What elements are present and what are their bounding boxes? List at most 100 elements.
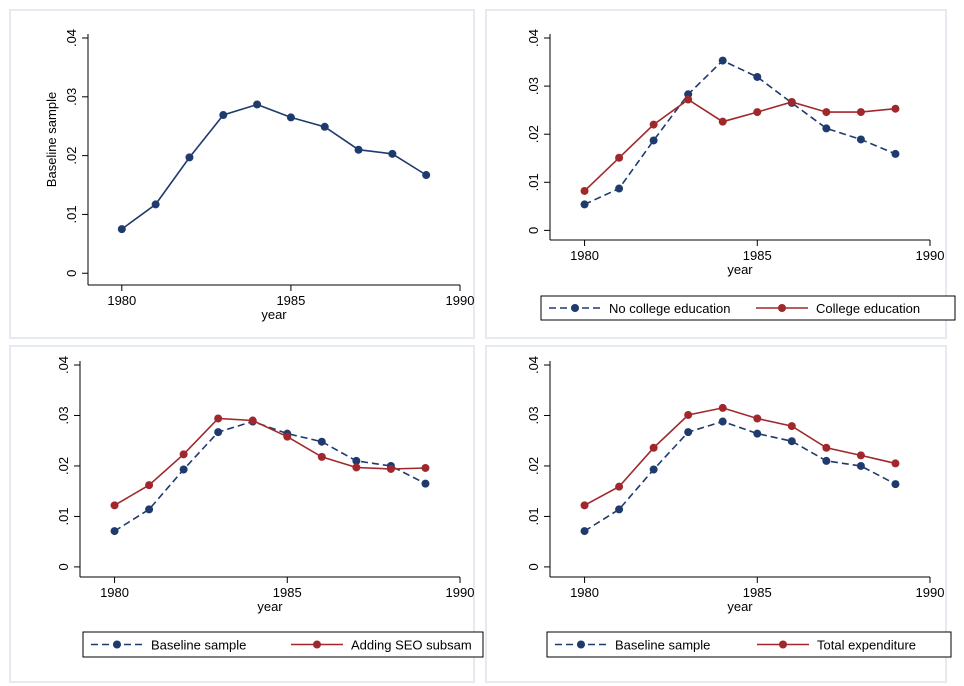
series-point xyxy=(151,200,160,209)
series-point xyxy=(422,171,431,180)
y-tick-label: 0 xyxy=(64,270,79,277)
y-tick-label: .04 xyxy=(56,356,71,374)
series-point xyxy=(117,225,126,234)
series-point xyxy=(615,153,624,162)
x-tick-label: 1980 xyxy=(100,585,129,600)
legend-label: Total expenditure xyxy=(817,638,916,653)
y-tick-label: 0 xyxy=(56,563,71,570)
series-point xyxy=(822,108,831,117)
legend-box xyxy=(82,631,484,658)
series-point xyxy=(649,443,658,452)
x-tick-label: 1985 xyxy=(743,248,772,263)
series-point xyxy=(253,100,262,109)
series-point xyxy=(317,437,326,446)
legend-label: Baseline sample xyxy=(615,638,710,653)
series-point xyxy=(891,480,900,489)
series-point xyxy=(649,465,658,474)
series-point xyxy=(649,120,658,129)
series-line-2 xyxy=(584,407,896,507)
series-point xyxy=(891,104,900,113)
series-point xyxy=(421,479,430,488)
legend-marker xyxy=(778,304,786,312)
series-point xyxy=(684,95,693,104)
y-tick-label: .04 xyxy=(526,29,541,47)
series-point xyxy=(580,200,589,209)
x-tick-label: 1985 xyxy=(273,585,302,600)
series-point xyxy=(787,422,796,431)
y-axis-label: Baseline sample xyxy=(44,92,59,187)
x-tick-label: 1990 xyxy=(446,585,475,600)
chart-panel-1: 0 .01 .02 .03 .04 1980 1985 1990 year Baseline sa… xyxy=(9,9,475,339)
series-point xyxy=(286,113,295,122)
series-point xyxy=(386,464,395,473)
y-tick-label: .02 xyxy=(526,457,541,475)
series-point xyxy=(753,429,762,438)
panel-frame xyxy=(485,345,947,683)
legend-marker xyxy=(577,640,585,649)
legend-box xyxy=(546,631,952,658)
legend-marker xyxy=(779,640,787,649)
series-point xyxy=(352,463,361,472)
series-point xyxy=(718,117,727,126)
legend: No college education College education xyxy=(540,295,956,321)
series-point xyxy=(856,451,865,460)
series-point xyxy=(787,437,796,446)
series-point xyxy=(718,56,727,65)
series-point xyxy=(214,414,223,423)
y-tick-label: .03 xyxy=(526,406,541,424)
series-point xyxy=(214,428,223,437)
series-point xyxy=(388,149,397,158)
series-point xyxy=(856,108,865,117)
series-point xyxy=(718,403,727,412)
x-tick-label: 1980 xyxy=(570,248,599,263)
y-tick-label: .01 xyxy=(526,507,541,525)
series-point xyxy=(787,97,796,106)
chart-panel-2: 0 .01 .02 .03 .04 1980 1985 1990 year No college … xyxy=(485,9,956,339)
series-point xyxy=(615,505,624,514)
y-tick-label: 0 xyxy=(526,227,541,234)
legend-label: No college education xyxy=(609,301,730,316)
x-tick-label: 1985 xyxy=(276,293,305,308)
series-point xyxy=(580,527,589,536)
legend-marker xyxy=(571,304,579,312)
series-point xyxy=(185,153,194,162)
x-tick-label: 1985 xyxy=(743,585,772,600)
legend-label: College education xyxy=(816,301,920,316)
panel-frame xyxy=(9,345,475,683)
y-tick-label: .03 xyxy=(526,77,541,95)
y-tick-label: .02 xyxy=(64,147,79,165)
legend-label: Adding SEO subsam xyxy=(351,638,472,653)
y-tick-label: .04 xyxy=(526,356,541,374)
x-tick-label: 1990 xyxy=(446,293,475,308)
series-point xyxy=(354,145,363,154)
x-tick-label: 1990 xyxy=(916,585,945,600)
series-point xyxy=(580,501,589,510)
series-point xyxy=(649,136,658,145)
series-point xyxy=(179,465,188,474)
series-line-2 xyxy=(114,417,426,506)
y-tick-label: .04 xyxy=(64,29,79,47)
series-point xyxy=(421,463,430,472)
series-point xyxy=(615,184,624,193)
legend-marker xyxy=(113,640,121,649)
series-line-1 xyxy=(114,420,426,532)
series-point xyxy=(320,122,329,131)
series-point xyxy=(856,461,865,470)
x-axis-label: year xyxy=(261,307,287,322)
series-point xyxy=(145,505,154,514)
y-tick-label: .02 xyxy=(526,125,541,143)
series-point xyxy=(684,410,693,419)
y-tick-label: .02 xyxy=(56,457,71,475)
series-point xyxy=(110,527,119,536)
panel-frame xyxy=(485,9,947,339)
y-tick-label: .01 xyxy=(56,507,71,525)
chart-panel-4: 0 .01 .02 .03 .04 1980 1985 1990 year Baseline sa… xyxy=(485,345,952,683)
series-line-1 xyxy=(584,59,896,206)
x-axis-label: year xyxy=(727,262,753,277)
series-point xyxy=(753,108,762,117)
series-point xyxy=(822,124,831,133)
series-point xyxy=(283,432,292,441)
series-point xyxy=(248,416,257,425)
series-point xyxy=(352,456,361,465)
